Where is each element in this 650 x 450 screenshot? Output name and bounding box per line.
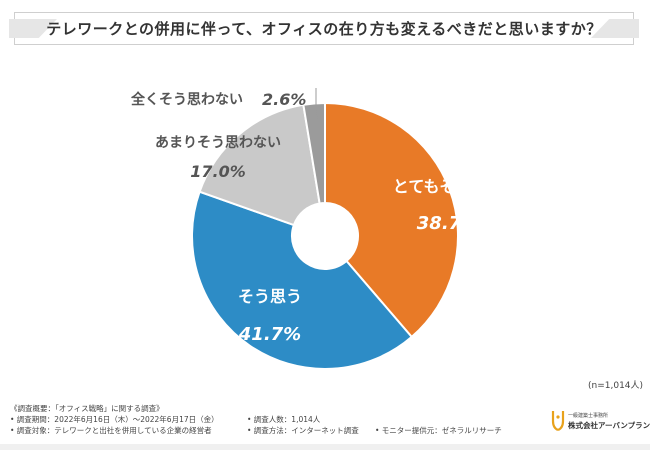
slice-2 [191,190,414,370]
survey-monitor: • モニター提供元：ゼネラルリサーチ [375,426,502,435]
survey-target: • 調査対象：テレワークと出社を併用している企業の経営者 [10,426,212,435]
company-logo: 一級建築士事務所 株式会社アーバンプラン [550,409,650,433]
chart-title: テレワークとの併用に伴って、オフィスの在り方も変えるべきだと思いますか？ [46,20,602,38]
slice-value-3: 17.0% [190,162,246,181]
slice-label-1: とてもそう思う [393,177,503,196]
survey-method: • 調査方法：インターネット調査 [247,426,359,435]
slice-label-4: 全くそう思わない [130,91,243,108]
company-name: 株式会社アーバンプラン [568,421,650,430]
survey-respondents: • 調査人数：1,014人 [247,415,321,424]
slice-label-3: あまりそう思わない [155,135,281,151]
bottom-bar [0,444,650,450]
leader-line [315,88,319,120]
sample-size-note: (n=1,014人) [588,381,644,391]
slice-3 [198,103,321,227]
survey-period: • 調査期間：2022年6月16日（木）～2022年6月17日（金） [10,415,219,424]
company-subtitle: 一級建築士事務所 [568,413,609,419]
slice-value-1: 38.7% [417,213,479,234]
company-logo-icon [551,411,565,432]
slice-value-4: 2.6% [262,90,306,109]
slice-label-2: そう思う [238,287,302,306]
survey-title: 《調査概要：「オフィス戦略」に関する調査》 [10,404,164,413]
slice-value-2: 41.7% [238,324,301,345]
slice-1 [324,101,459,339]
title-box: テレワークとの併用に伴って、オフィスの在り方も変えるべきだと思いますか？ [9,12,639,45]
slice-4 [302,101,326,205]
